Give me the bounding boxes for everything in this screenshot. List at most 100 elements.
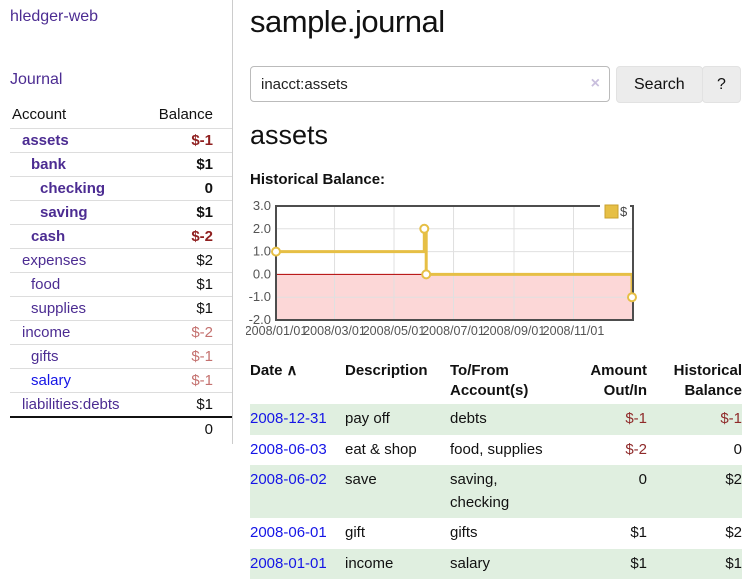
chart-legend-swatch: [604, 204, 619, 219]
sort-ascending-icon[interactable]: ∧: [286, 362, 298, 379]
account-balance: $-1: [191, 132, 213, 149]
chart-xtick-label: 2008/09/01: [483, 324, 546, 338]
accounts-table-body: assets $-1 bank $1 checking 0 saving $1 cash $-2 e…: [10, 128, 233, 442]
account-row: supplies $1: [10, 296, 233, 321]
account-balance: $-1: [191, 348, 213, 365]
register-table-body: 2008-12-31 pay off debts $-1 $-1 2008-06-03 ea…: [250, 404, 742, 579]
sidebar-item-journal[interactable]: Journal: [10, 71, 63, 88]
transaction-date-link[interactable]: 2008-01-01: [250, 554, 327, 572]
accounts-header-balance: Balance: [158, 106, 213, 123]
transaction-accounts: salary: [450, 554, 491, 572]
transaction-amount: $-2: [625, 440, 647, 458]
accounts-total-balance: 0: [204, 421, 213, 438]
account-row: food $1: [10, 272, 233, 297]
chart-ytick-label: 1.0: [253, 244, 271, 259]
account-balance: $-2: [191, 228, 213, 245]
account-link[interactable]: liabilities:debts: [22, 396, 120, 413]
account-row: assets $-1: [10, 128, 233, 153]
transaction-description: eat & shop: [345, 440, 417, 458]
account-row: checking 0: [10, 176, 233, 201]
search-input[interactable]: [250, 66, 610, 102]
chart-xtick-label: 2008/05/01: [363, 324, 426, 338]
transaction-description: gift: [345, 524, 366, 541]
account-balance: $1: [196, 396, 213, 413]
account-link[interactable]: expenses: [22, 252, 87, 269]
transaction-date-link[interactable]: 2008-06-03: [250, 440, 327, 458]
chart-xtick-label: 2008/01/01: [246, 324, 307, 338]
account-balance: $1: [196, 204, 213, 221]
chart-point[interactable]: [419, 223, 430, 234]
transaction-date-link[interactable]: 2008-12-31: [250, 410, 327, 427]
account-link[interactable]: income: [22, 324, 71, 341]
register-header-accounts: To/From Account(s): [450, 362, 529, 399]
account-row: income $-2: [10, 320, 233, 345]
transaction-description: income: [345, 554, 394, 572]
historical-balance-chart: $3.0 2.0 1.0 0.0 -1.0 -2.02008/01/012008/03/0…: [246, 198, 637, 338]
transaction-date-link[interactable]: 2008-06-01: [250, 524, 327, 541]
chart-ytick-label: -2.0: [249, 312, 271, 327]
account-row: gifts $-1: [10, 344, 233, 369]
register-row[interactable]: 2008-12-31 pay off debts $-1 $-1: [250, 404, 742, 435]
chart-point[interactable]: [421, 269, 432, 280]
accounts-header-account: Account: [12, 106, 67, 123]
account-link[interactable]: cash: [31, 228, 66, 245]
account-link[interactable]: assets: [22, 132, 69, 149]
transaction-amount: 0: [638, 471, 647, 488]
app-brand-link[interactable]: hledger-web: [10, 8, 99, 25]
transaction-balance: 0: [733, 440, 742, 458]
accounts-table: Account Balance assets $-1 bank $1 checking 0…: [10, 102, 233, 441]
chart-point[interactable]: [627, 292, 637, 303]
main-content: sample.journal × Search ? assets Histori…: [246, 0, 742, 582]
account-balance: $1: [196, 276, 213, 293]
chart-ytick-label: 3.0: [253, 198, 271, 213]
account-link[interactable]: bank: [31, 156, 67, 173]
account-balance: 0: [204, 180, 213, 197]
account-row: bank $1: [10, 152, 233, 177]
transaction-balance: $-1: [720, 410, 742, 427]
register-row[interactable]: 2008-01-01 income salary $1 $1: [250, 548, 742, 579]
transaction-description: save: [345, 471, 377, 488]
transaction-amount: $-1: [625, 410, 647, 427]
transaction-balance: $1: [725, 554, 742, 572]
account-balance: $-2: [191, 324, 213, 341]
register-header-balance: Historical Balance: [673, 362, 742, 399]
register-row[interactable]: 2008-06-01 gift gifts $1 $2: [250, 518, 742, 549]
transaction-accounts: saving, checking: [450, 471, 510, 511]
help-button[interactable]: ?: [702, 66, 741, 103]
account-row: cash $-2: [10, 224, 233, 249]
account-balance: $1: [196, 300, 213, 317]
search-button[interactable]: Search: [616, 66, 703, 103]
clear-search-icon[interactable]: ×: [590, 75, 600, 92]
account-link[interactable]: salary: [31, 372, 72, 389]
chart-xtick-label: 2008/11/01: [543, 324, 605, 338]
account-link[interactable]: checking: [40, 180, 106, 197]
register-row[interactable]: 2008-06-02 save saving, checking 0 $2: [250, 465, 742, 518]
chart-ytick-label: 2.0: [253, 221, 271, 236]
search-form: ×: [250, 66, 610, 102]
transaction-date-link[interactable]: 2008-06-02: [250, 471, 327, 488]
account-balance: $-1: [191, 372, 213, 389]
register-header-amount: Amount Out/In: [590, 362, 647, 399]
register-table: Date ∧ Description To/From Account(s) Amou…: [250, 357, 742, 579]
chart-title: Historical Balance:: [250, 171, 386, 188]
account-heading: assets: [250, 120, 329, 150]
transaction-amount: $1: [630, 524, 647, 541]
chart-xtick-label: 2008/07/01: [422, 324, 485, 338]
register-row[interactable]: 2008-06-03 eat & shop food, supplies $-2 0: [250, 435, 742, 466]
account-link[interactable]: food: [31, 276, 61, 293]
account-link[interactable]: saving: [40, 204, 88, 221]
register-header-date[interactable]: Date ∧: [250, 362, 298, 379]
sidebar-divider: [232, 0, 233, 444]
page-title: sample.journal: [250, 4, 445, 39]
transaction-amount: $1: [630, 554, 647, 572]
chart-xtick-label: 2008/03/01: [303, 324, 366, 338]
account-balance: $1: [196, 156, 213, 173]
chart-point[interactable]: [271, 246, 281, 257]
account-link[interactable]: gifts: [31, 348, 59, 365]
chart-ytick-label: 0.0: [253, 266, 271, 281]
transaction-balance: $2: [725, 524, 742, 541]
chart-ytick-label: -1.0: [249, 289, 271, 304]
transaction-accounts: food, supplies: [450, 440, 543, 458]
account-row: salary $-1: [10, 368, 233, 393]
account-link[interactable]: supplies: [31, 300, 87, 317]
